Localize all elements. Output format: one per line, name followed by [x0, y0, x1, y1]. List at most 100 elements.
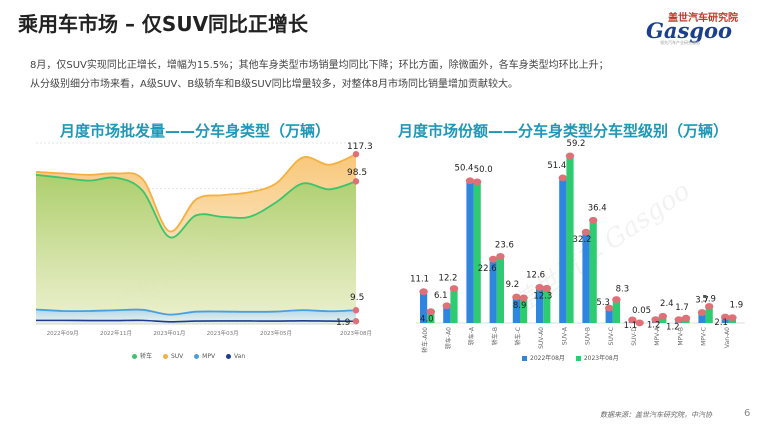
line-mpv [35, 308, 357, 316]
bar-轿车-B-0 [489, 259, 497, 323]
summary-text: 8月，仅SUV实现同比正增长，增幅为15.5%；其他车身类型市场销量均同比下降；… [30, 56, 730, 94]
legend-item-van: Van [226, 353, 245, 360]
right-x-tick-label: MPV-A [654, 326, 661, 346]
left-x-tick-label: 2023年05月 [260, 329, 292, 337]
bar-SUV-A-0 [559, 177, 567, 323]
end-label-sedan: 98.5 [347, 168, 367, 178]
bar-value-label: 5.3 [596, 298, 610, 308]
data-source-note: 数据来源：盖世汽车研究院，中汽协 [600, 411, 712, 419]
legend-van-label: Van [234, 353, 246, 360]
bar-value-label: 12.3 [533, 291, 552, 301]
bar-cap-marker [512, 293, 521, 301]
bar-value-label: 8.3 [616, 285, 630, 295]
bar-value-label: 32.2 [573, 235, 592, 245]
bar-SUV-C-1 [612, 299, 620, 323]
bar-value-label: 6.1 [434, 291, 448, 301]
left-x-tick-label: 2023年08月 [340, 329, 372, 337]
bar-cap-marker [589, 216, 598, 224]
bar-SUV-C-0 [605, 308, 613, 323]
bar-cap-marker [581, 228, 591, 236]
bar-value-label: 59.2 [567, 139, 586, 149]
legend-sedan-label: 轿车 [140, 353, 153, 360]
legend-mpv-label: MPV [202, 353, 216, 360]
bar-value-label: 23.6 [495, 240, 514, 250]
line-sedan [35, 173, 357, 239]
bar-value-label: 3.7 [695, 296, 709, 306]
bar-cap-marker [728, 314, 737, 322]
bar-cap-marker [674, 316, 683, 324]
page-number: 6 [744, 408, 751, 419]
left-chart-title: 月度市场批发量——分车身类型（万辆） [60, 122, 331, 140]
bar-cap-marker [542, 284, 551, 292]
bar-value-label: 9.2 [506, 280, 520, 290]
bar-MPV-C-1 [705, 306, 713, 323]
bar-value-label: 50.4 [455, 164, 474, 174]
right-chart-title: 月度市场份额——分车身类型分车型级别（万辆） [398, 122, 729, 140]
end-marker-mpv [352, 307, 360, 314]
right-x-tick-label: 轿车-B [491, 327, 499, 345]
bar-value-label: 4.0 [420, 315, 434, 325]
bar-cap-marker [635, 319, 644, 327]
legend-item-2023: 2023年08月 [575, 353, 619, 362]
end-label-suv: 117.3 [347, 142, 373, 152]
bar-SUV-A0-1 [543, 288, 551, 323]
bar-cap-marker [519, 294, 528, 302]
legend-item-sedan: 轿车 [132, 351, 152, 360]
bar-轿车-C-0 [512, 297, 520, 323]
left-chart-legend: 轿车 SUV MPV Van [132, 351, 254, 360]
bar-cap-marker [449, 285, 459, 292]
legend-item-suv: SUV [162, 353, 183, 360]
gasgoo-logo: 盖世汽车研究院 Gasgoo 领先汽车产业研究服务 [646, 8, 746, 45]
line-van [35, 319, 357, 323]
end-marker-suv [352, 150, 360, 158]
bar-value-label: 12.2 [439, 274, 458, 284]
right-x-tick-label: SUV-B [585, 327, 592, 345]
bar-cap-marker [697, 309, 707, 316]
right-x-tick-label: SUV-A [561, 326, 568, 345]
right-x-tick-label: 轿车-C [514, 327, 522, 345]
end-marker-van [352, 318, 360, 325]
bar-cap-marker [658, 312, 667, 320]
logo-en-text: Gasgoo [646, 18, 733, 43]
bar-value-label: 1.2 [666, 323, 680, 333]
bar-cap-marker [465, 177, 475, 185]
bar-value-label: 1.9 [730, 301, 744, 311]
bar-value-label: 1.7 [675, 303, 689, 313]
end-marker-sedan [352, 178, 360, 185]
bar-value-label: 8.9 [513, 301, 527, 311]
right-chart-legend: 2022年08月 2023年08月 [522, 353, 628, 362]
bar-cap-marker [535, 284, 544, 291]
bar-轿车-C-1 [520, 297, 528, 323]
right-x-tick-label: MPV-C [701, 327, 708, 346]
bar-SUV-B-1 [589, 220, 597, 323]
left-x-tick-label: 2023年03月 [207, 329, 239, 337]
legend-2022-label: 2022年08月 [530, 355, 565, 362]
bar-value-label: 51.4 [547, 161, 566, 171]
right-x-tick-label: Van-A0 [724, 327, 731, 348]
bar-轿车-A-1 [473, 181, 481, 323]
bar-轿车-A00-1 [427, 311, 435, 323]
bar-轿车-A0-0 [443, 305, 451, 323]
legend-2023-label: 2023年08月 [583, 355, 619, 362]
line-suv [35, 153, 357, 233]
summary-line-2: 从分级别细分市场来看，A级SUV、B级轿车和B级SUV同比增量较多，对整体8月市… [30, 79, 518, 90]
bar-cap-marker [489, 255, 498, 263]
bar-cap-marker [628, 316, 637, 324]
bar-value-label: 36.4 [588, 203, 607, 213]
bar-cap-marker [705, 302, 714, 310]
bar-cap-marker [496, 252, 505, 260]
slide-title: 乘用车市场 – 仅SUV同比正增长 [18, 12, 309, 36]
bar-value-label: 2.1 [714, 318, 728, 328]
logo-cn-text: 盖世汽车研究院 [668, 13, 738, 24]
bar-value-label: 22.6 [478, 264, 497, 274]
bar-cap-marker [721, 313, 730, 321]
bar-轿车-B-1 [496, 256, 504, 323]
logo-tagline: 领先汽车产业研究服务 [660, 40, 700, 45]
left-x-tick-label: 2022年11月 [100, 329, 132, 337]
legend-item-mpv: MPV [194, 353, 215, 360]
end-label-mpv: 9.5 [350, 293, 364, 303]
bar-SUV-A-1 [566, 155, 574, 323]
bar-轿车-A0-1 [450, 288, 458, 323]
right-x-tick-label: SUV-A0 [538, 327, 545, 349]
summary-line-1: 8月，仅SUV实现同比正增长，增幅为15.5%；其他车身类型市场销量均同比下降；… [30, 60, 609, 71]
